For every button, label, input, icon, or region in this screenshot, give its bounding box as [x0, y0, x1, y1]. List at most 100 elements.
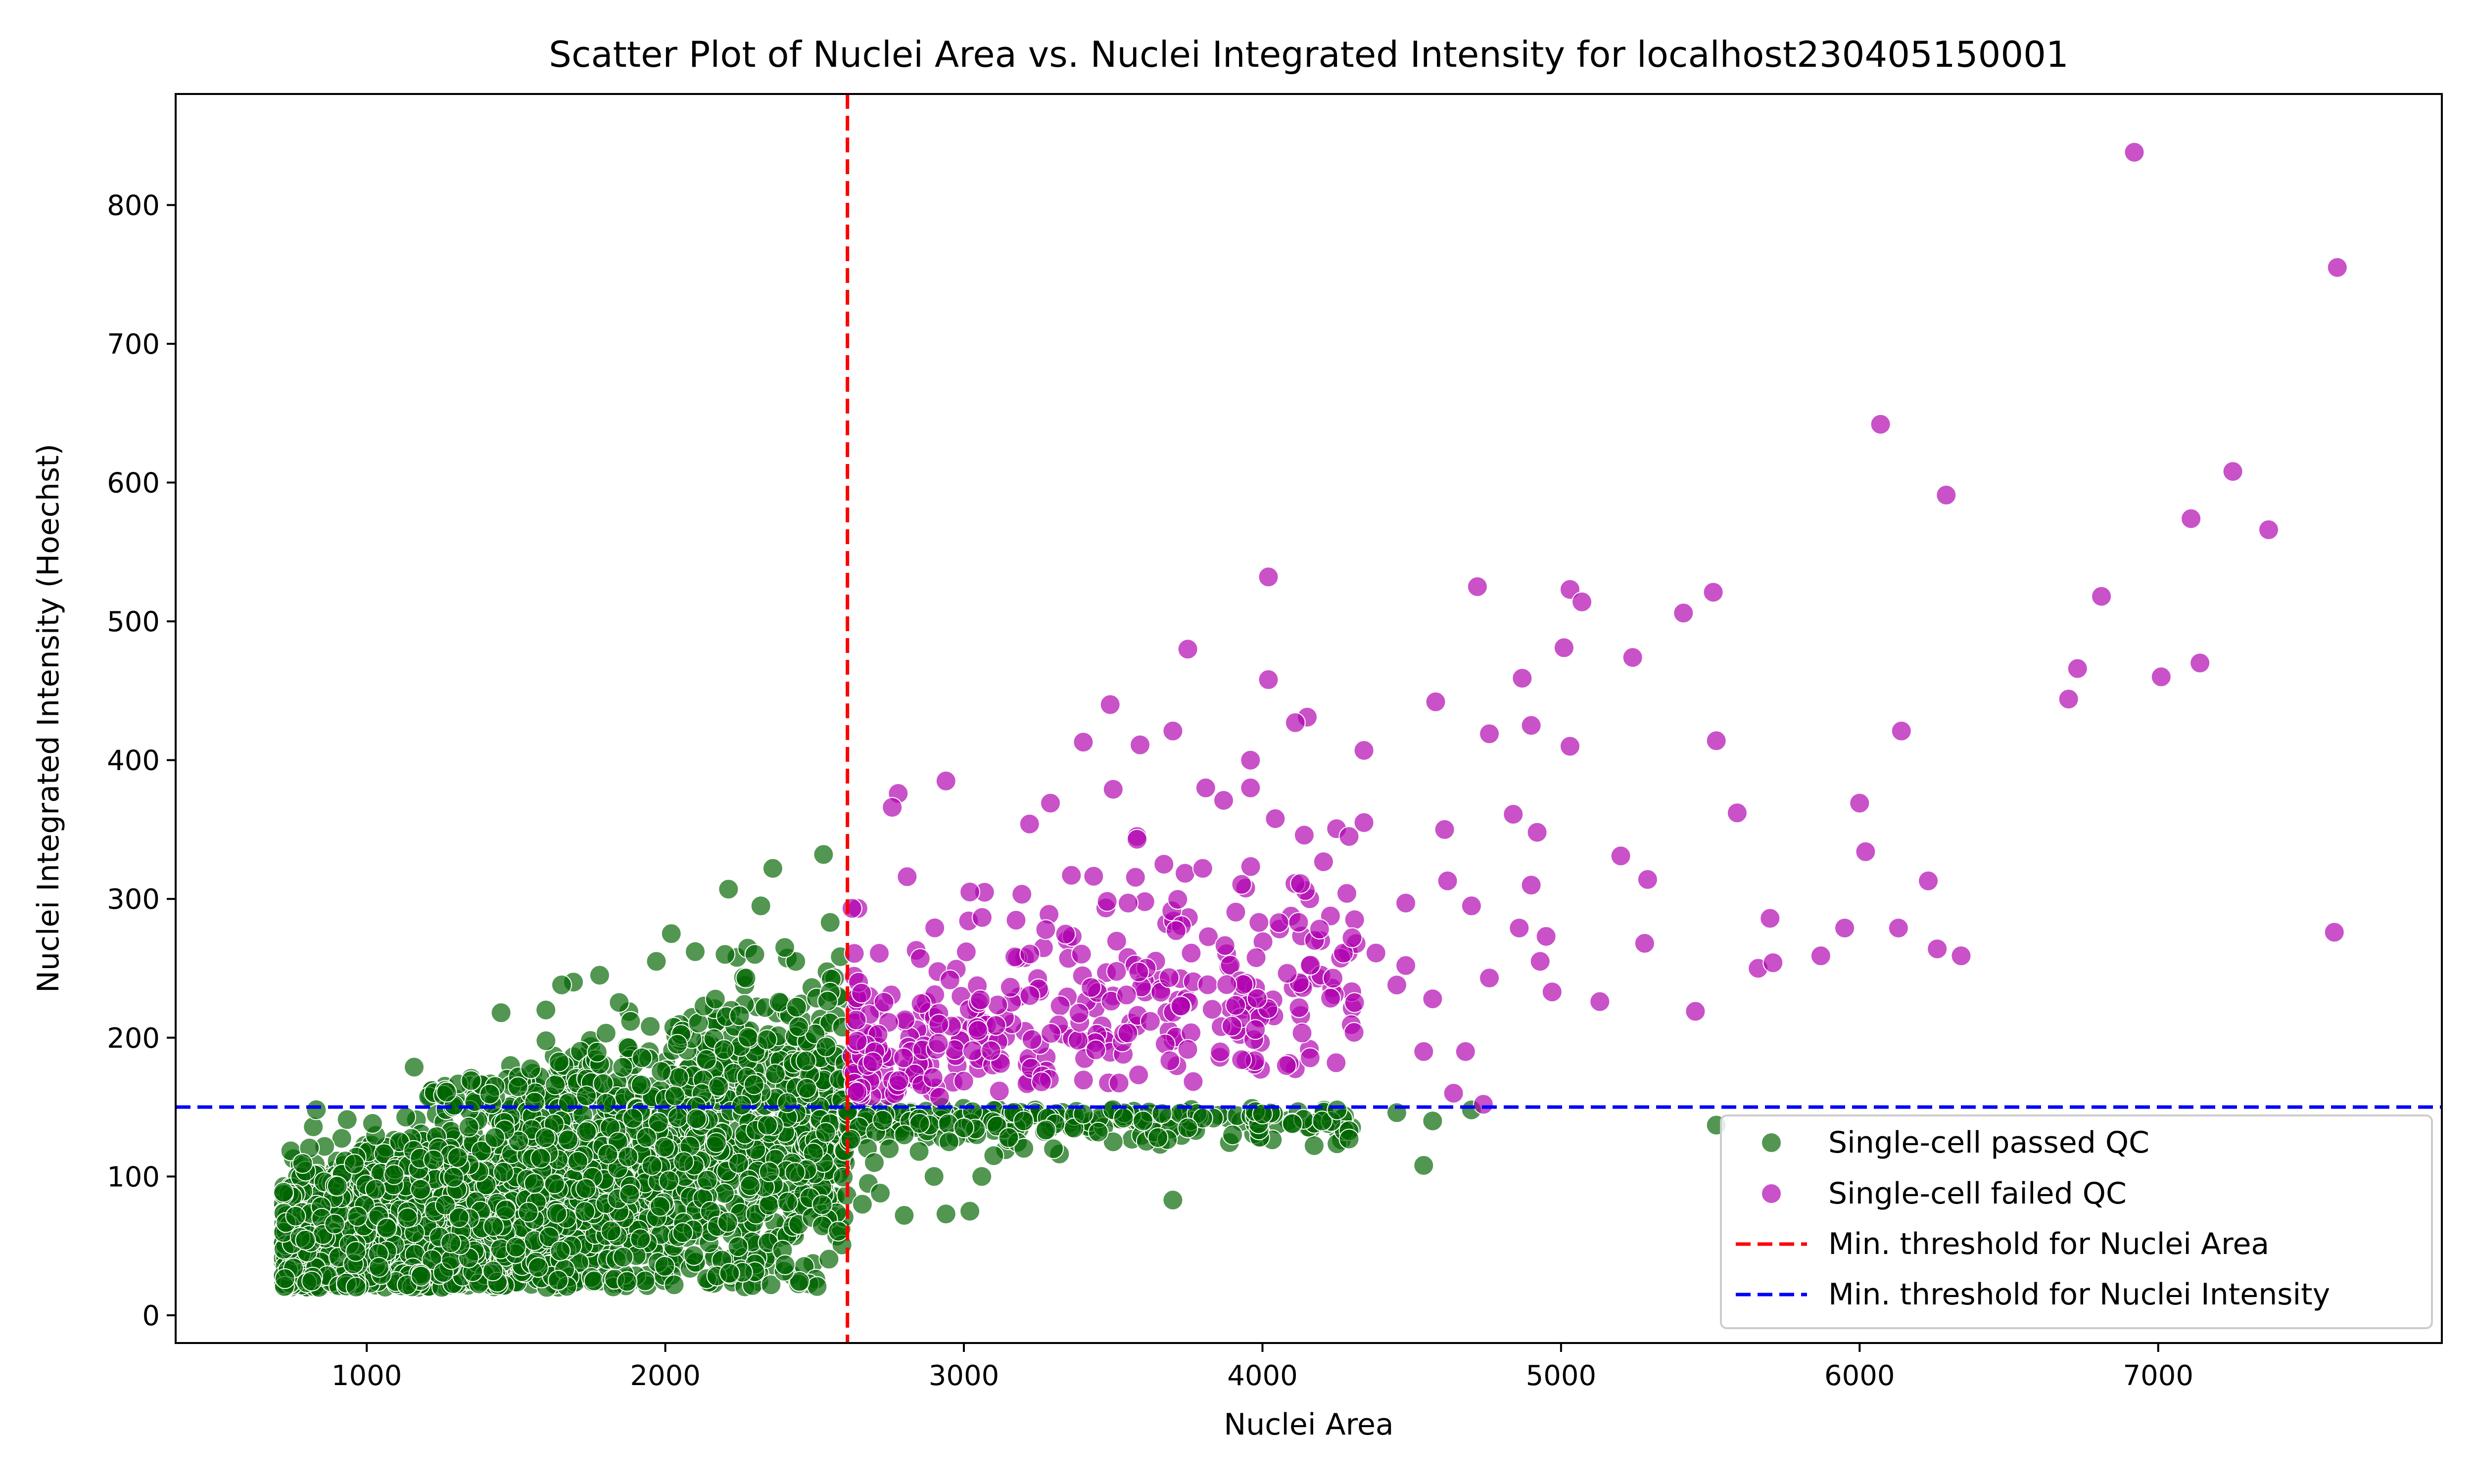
passed-qc-point	[953, 1117, 974, 1139]
failed-qc-point	[1040, 1023, 1061, 1044]
failed-qc-point	[2124, 141, 2145, 163]
failed-qc-point	[1703, 582, 1724, 603]
passed-qc-point	[383, 1164, 405, 1185]
passed-qc-point	[1252, 1104, 1273, 1125]
passed-qc-point	[495, 1200, 516, 1220]
passed-qc-point	[731, 1095, 752, 1116]
failed-qc-point	[929, 1087, 950, 1108]
failed-qc-point	[1849, 792, 1870, 814]
passed-qc-point	[777, 1192, 798, 1212]
y-tick-label: 500	[107, 606, 160, 638]
passed-qc-point	[546, 1203, 568, 1224]
x-tick-label: 4000	[1227, 1360, 1298, 1392]
failed-qc-point	[1395, 955, 1417, 976]
failed-qc-point	[971, 907, 993, 928]
passed-qc-point	[665, 1085, 685, 1107]
passed-qc-point	[1303, 1135, 1325, 1156]
legend-marker-passed	[1761, 1132, 1782, 1153]
passed-qc-point	[668, 1067, 689, 1088]
y-tick-label: 0	[142, 1300, 160, 1332]
passed-qc-point	[613, 1247, 634, 1268]
failed-qc-point	[882, 797, 903, 818]
passed-qc-point	[785, 951, 807, 972]
passed-qc-point	[654, 1137, 675, 1158]
failed-qc-point	[1021, 1029, 1043, 1050]
passed-qc-point	[983, 1145, 1004, 1166]
passed-qc-point	[683, 1245, 705, 1266]
failed-qc-point	[1125, 867, 1146, 888]
passed-qc-point	[759, 1161, 780, 1182]
passed-qc-point	[1338, 1128, 1360, 1150]
failed-qc-point	[2067, 658, 2088, 679]
failed-qc-point	[1216, 974, 1237, 995]
passed-qc-point	[490, 1002, 512, 1023]
failed-qc-point	[1685, 1001, 1706, 1022]
legend-label-failed: Single-cell failed QC	[1828, 1176, 2127, 1211]
passed-qc-point	[757, 1114, 778, 1136]
failed-qc-point	[1341, 927, 1363, 948]
failed-qc-point	[1353, 812, 1375, 833]
passed-qc-point	[324, 1213, 345, 1235]
failed-qc-point	[1049, 995, 1071, 1017]
failed-qc-point	[1434, 819, 1455, 840]
passed-qc-point	[852, 1194, 873, 1215]
passed-qc-point	[727, 1236, 749, 1257]
failed-qc-point	[1265, 808, 1286, 829]
failed-qc-point	[1888, 918, 1909, 939]
failed-qc-point	[1673, 603, 1694, 624]
passed-qc-point	[673, 1151, 694, 1172]
failed-qc-point	[955, 941, 977, 963]
passed-qc-point	[447, 1147, 468, 1168]
passed-qc-point	[717, 1211, 738, 1233]
passed-qc-point	[397, 1207, 418, 1228]
failed-qc-point	[1512, 668, 1533, 689]
failed-qc-point	[1159, 1050, 1181, 1071]
failed-qc-point	[2150, 666, 2172, 688]
failed-qc-point	[1130, 734, 1151, 755]
failed-qc-point	[1834, 918, 1856, 939]
failed-qc-point	[1225, 901, 1246, 923]
passed-qc-point	[998, 1127, 1019, 1148]
passed-qc-point	[894, 1124, 915, 1146]
x-tick-label: 2000	[630, 1360, 701, 1392]
passed-qc-point	[576, 1121, 597, 1142]
passed-qc-point	[365, 1179, 386, 1200]
passed-qc-point	[714, 1039, 735, 1060]
passed-qc-point	[786, 997, 807, 1018]
passed-qc-point	[630, 1228, 651, 1250]
failed-qc-point	[1386, 974, 1407, 996]
failed-qc-point	[1338, 826, 1360, 847]
passed-qc-point	[461, 1070, 482, 1091]
failed-qc-point	[851, 982, 872, 1004]
failed-qc-point	[1071, 943, 1092, 965]
failed-qc-point	[1634, 933, 1655, 954]
failed-qc-point	[1529, 951, 1551, 972]
passed-qc-point	[617, 1271, 638, 1292]
failed-qc-point	[1031, 1071, 1052, 1092]
failed-qc-point	[999, 976, 1021, 998]
passed-qc-point	[667, 1034, 688, 1055]
failed-qc-point	[1128, 961, 1149, 982]
failed-qc-point	[1108, 1072, 1130, 1094]
passed-qc-point	[697, 1169, 718, 1191]
passed-qc-point	[596, 1093, 617, 1114]
passed-qc-point	[568, 1151, 588, 1172]
failed-qc-point	[1336, 883, 1357, 904]
failed-qc-point	[1951, 945, 1972, 967]
passed-qc-point	[1413, 1155, 1434, 1176]
failed-qc-point	[1726, 802, 1748, 824]
y-axis: 0 100 200 300 400 500 600 700 800	[107, 189, 176, 1332]
failed-qc-point	[1422, 988, 1443, 1010]
passed-qc-point	[1312, 1111, 1333, 1132]
passed-qc-point	[545, 1074, 566, 1096]
passed-qc-point	[872, 1110, 893, 1131]
passed-qc-point	[651, 1061, 672, 1082]
passed-qc-point	[518, 1202, 539, 1223]
failed-qc-point	[1170, 995, 1191, 1017]
failed-qc-point	[1096, 891, 1118, 912]
passed-qc-point	[295, 1229, 316, 1251]
failed-qc-point	[1116, 984, 1137, 1006]
passed-qc-point	[923, 1166, 945, 1187]
passed-qc-point	[482, 1260, 504, 1282]
failed-qc-point	[2258, 519, 2279, 540]
